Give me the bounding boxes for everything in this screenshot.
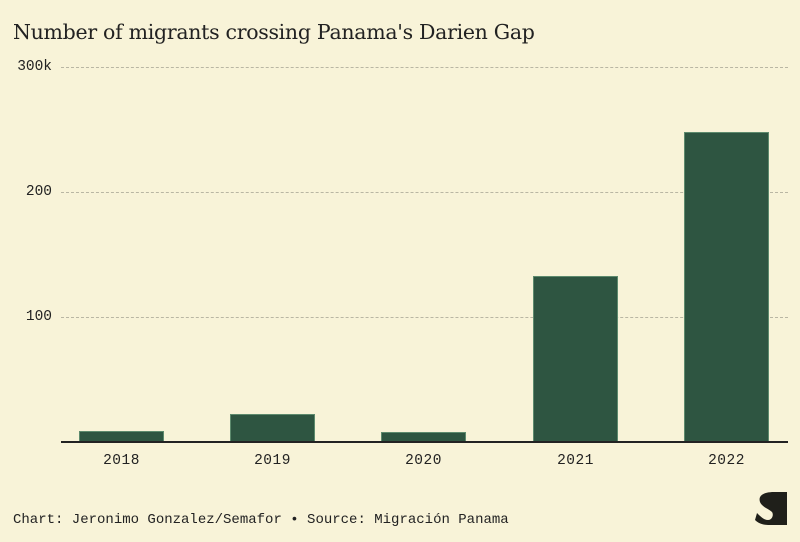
semafor-logo-icon	[755, 492, 787, 525]
bar-2021	[533, 276, 618, 442]
gridline-200	[61, 192, 788, 193]
bar-2019	[230, 414, 315, 442]
y-tick-100: 100	[25, 309, 52, 325]
x-tick-2018: 2018	[103, 453, 140, 469]
x-axis-baseline	[61, 441, 788, 443]
y-tick-200: 200	[25, 184, 52, 200]
chart-title: Number of migrants crossing Panama's Dar…	[13, 20, 535, 44]
x-tick-2022: 2022	[708, 453, 745, 469]
x-tick-2020: 2020	[405, 453, 442, 469]
bar-2022	[684, 132, 769, 442]
y-tick-300k: 300k	[17, 59, 52, 75]
x-tick-2019: 2019	[254, 453, 291, 469]
bar-2018	[79, 431, 164, 442]
bar-2020	[381, 432, 466, 442]
x-tick-2021: 2021	[557, 453, 594, 469]
gridline-100	[61, 317, 788, 318]
gridline-300k	[61, 67, 788, 68]
chart-credit: Chart: Jeronimo Gonzalez/Semafor • Sourc…	[13, 512, 509, 528]
